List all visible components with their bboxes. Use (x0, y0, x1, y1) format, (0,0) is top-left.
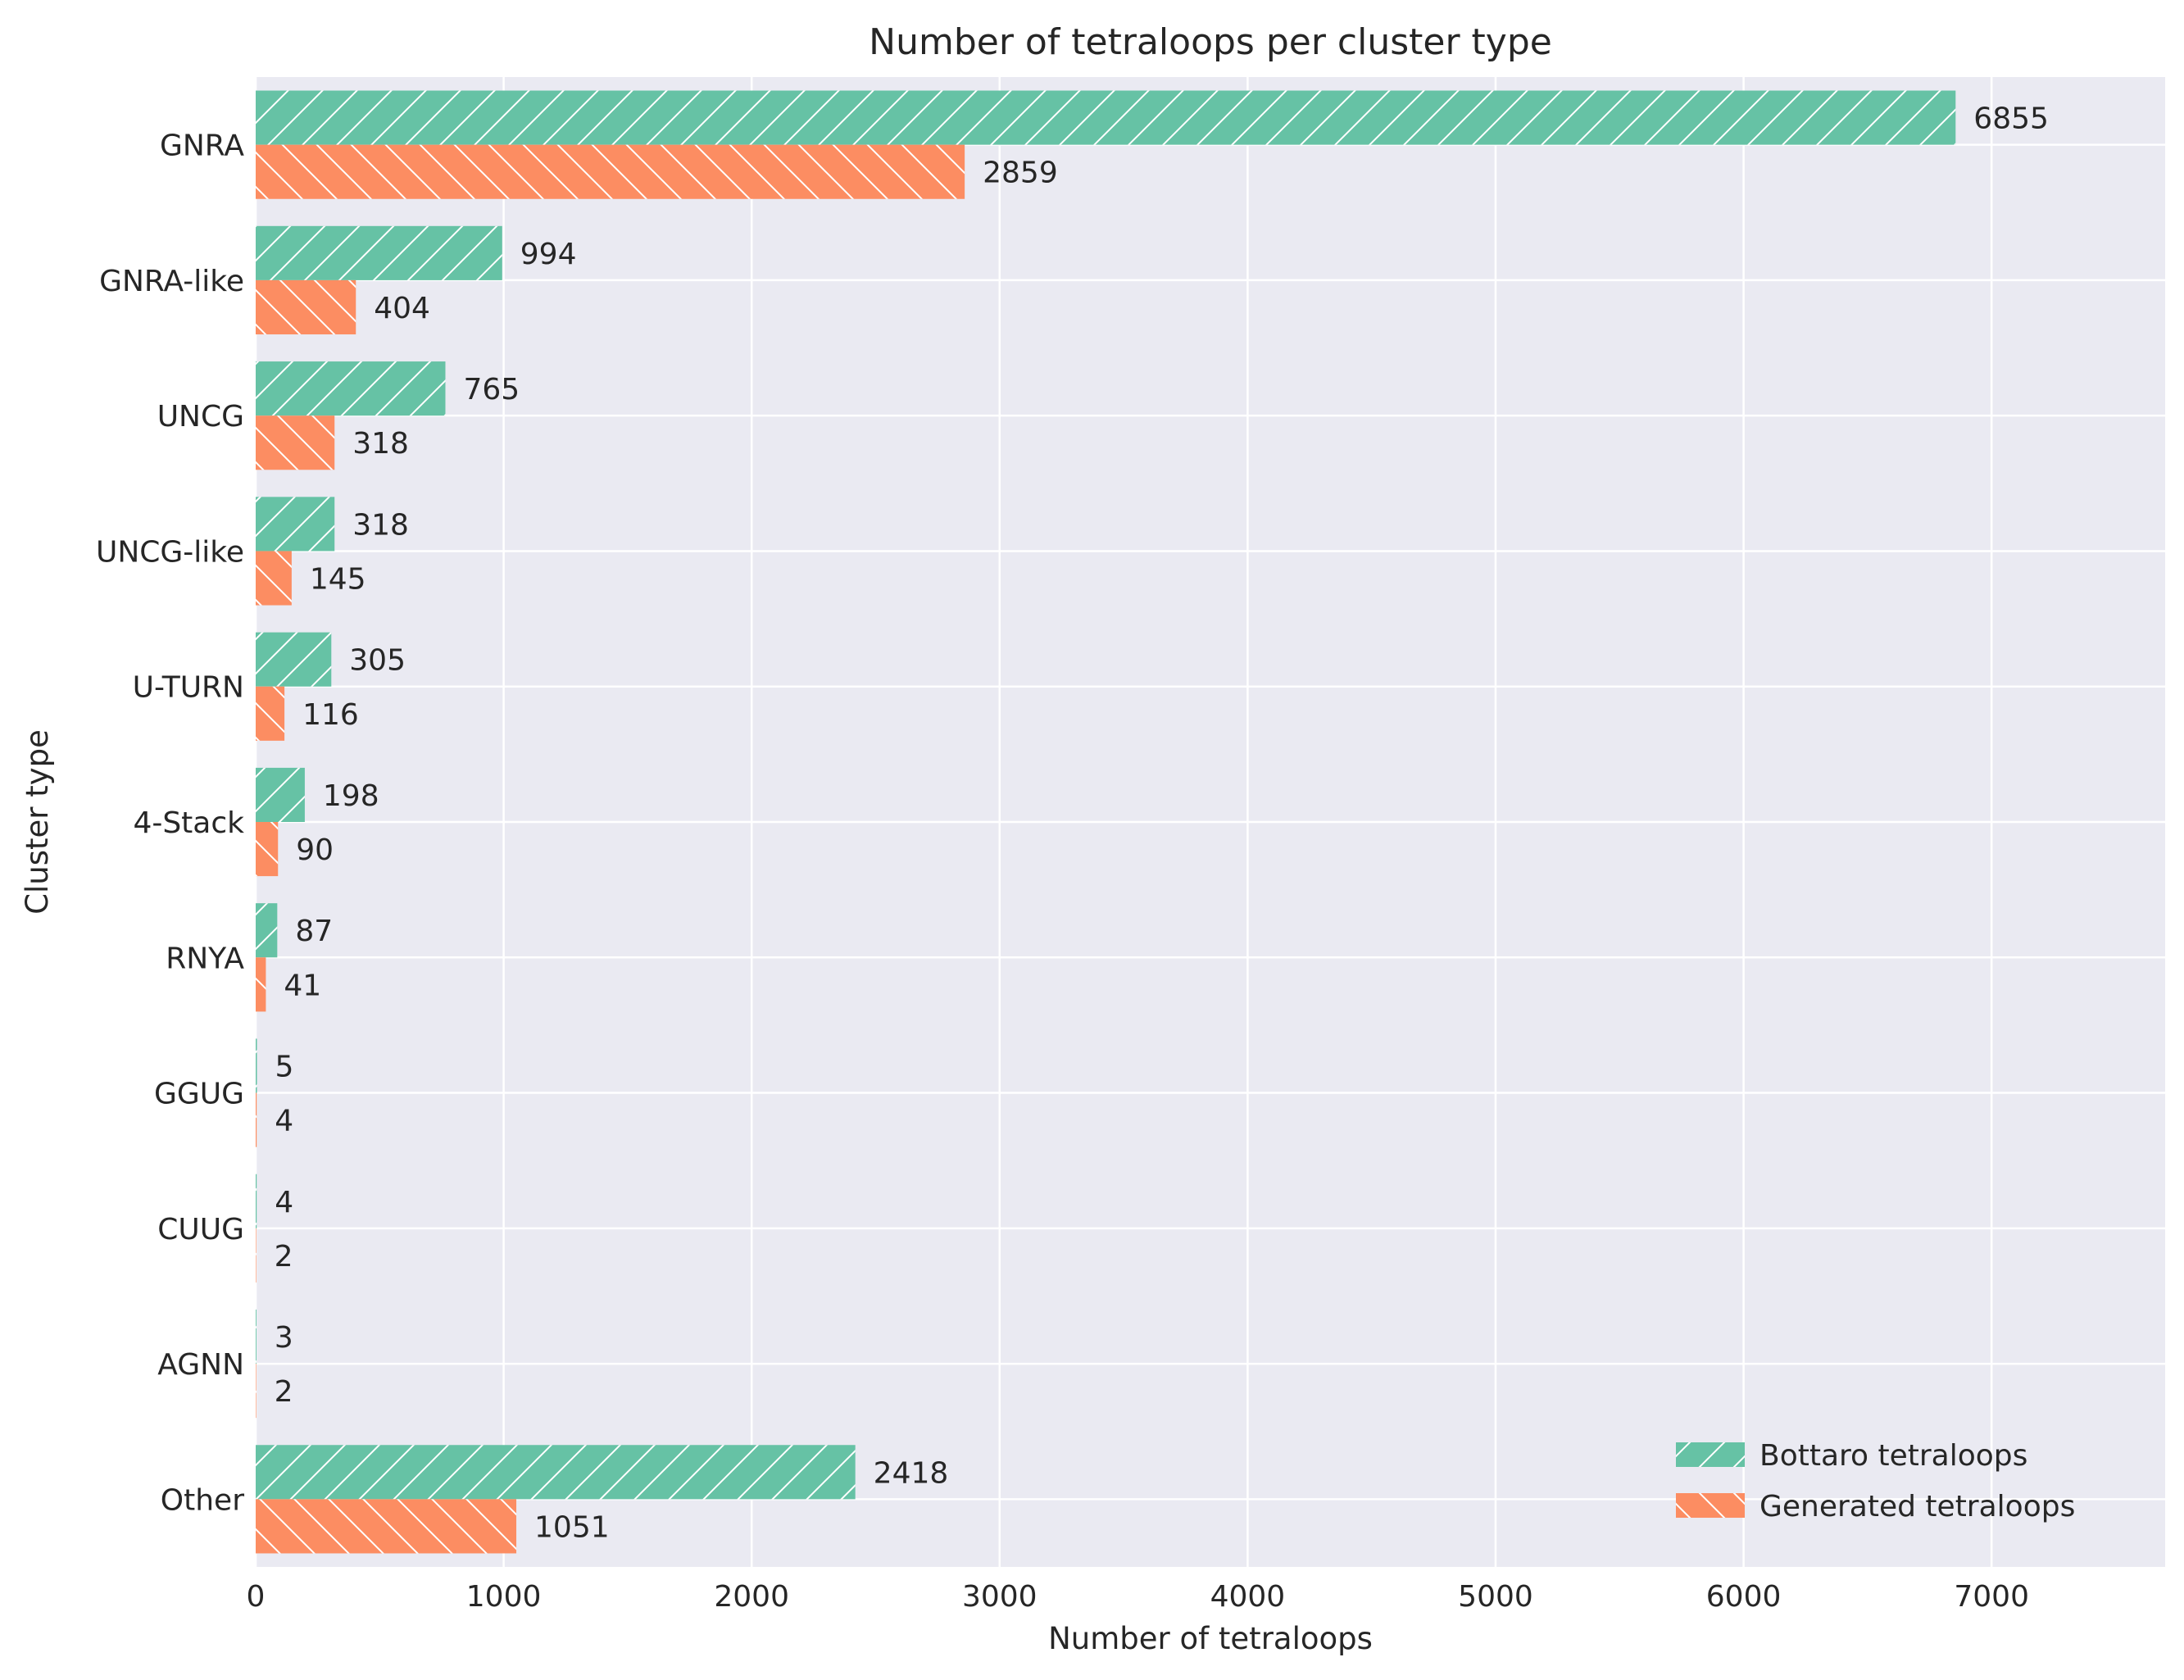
bar-value-label: 318 (352, 427, 409, 461)
x-tick-label: 7000 (1954, 1580, 2029, 1614)
bar-hatch (256, 1364, 257, 1419)
bar-value-label: 305 (349, 644, 406, 678)
x-tick-label: 3000 (962, 1580, 1038, 1614)
y-tick-label: CUUG (157, 1213, 244, 1246)
bars (256, 90, 1956, 1554)
bar-hatch (256, 497, 335, 552)
x-tick-labels: 0 1000 2000 3000 4000 5000 6000 7000 (247, 1580, 2029, 1614)
y-tick-labels: GNRA GNRA-like UNCG UNCG-like U-TURN 4-Stack R… (96, 129, 244, 1518)
bar-value-label: 4 (275, 1186, 293, 1219)
y-tick-label: UNCG-like (96, 535, 244, 569)
bar-hatch (256, 1228, 257, 1283)
legend-swatch-hatch (1676, 1493, 1745, 1518)
bar-value-label: 198 (323, 779, 379, 813)
x-tick-label: 1000 (466, 1580, 542, 1614)
bar-hatch (256, 1174, 257, 1228)
bar-hatch (256, 361, 446, 416)
bar-hatch (256, 279, 356, 335)
x-tick-label: 4000 (1210, 1580, 1286, 1614)
y-tick-label: UNCG (157, 400, 244, 434)
legend-label: Generated tetraloops (1759, 1490, 2075, 1523)
chart-title: Number of tetraloops per cluster type (869, 21, 1552, 63)
bar-hatch (256, 903, 278, 958)
bar-hatch (256, 415, 335, 470)
bar-hatch (256, 144, 965, 199)
x-tick-label: 2000 (714, 1580, 789, 1614)
bar-value-label: 6855 (1973, 102, 2049, 136)
bar-value-label: 5 (275, 1050, 294, 1083)
bar-value-label: 4 (275, 1105, 293, 1138)
legend-swatch-hatch (1676, 1442, 1745, 1467)
y-tick-label: AGNN (157, 1348, 244, 1382)
y-axis-title: Cluster type (20, 729, 55, 915)
y-tick-label: RNYA (166, 942, 244, 975)
bar-value-label: 2 (275, 1240, 293, 1274)
bar-hatch (256, 1499, 517, 1554)
bar-value-label: 90 (296, 833, 334, 867)
bar-value-label: 2418 (874, 1456, 949, 1490)
bar-value-label: 116 (302, 698, 359, 732)
bar-value-label: 2 (275, 1375, 293, 1409)
bar-hatch (256, 1309, 257, 1364)
bar-hatch (256, 822, 279, 877)
y-tick-label: U-TURN (133, 671, 244, 705)
bar-value-label: 765 (463, 373, 520, 406)
bar-hatch (256, 1038, 257, 1093)
bar-value-label: 404 (374, 292, 430, 325)
bar-hatch (256, 957, 266, 1012)
x-tick-label: 5000 (1458, 1580, 1533, 1614)
bar-hatch (256, 1092, 257, 1147)
bar-value-label: 3 (275, 1321, 293, 1355)
y-tick-label: 4-Stack (133, 806, 244, 840)
x-axis-title: Number of tetraloops (1048, 1621, 1373, 1656)
y-tick-label: GGUG (154, 1078, 244, 1111)
bar-value-label: 41 (284, 969, 321, 1002)
bar-hatch (256, 632, 332, 687)
bar-hatch (256, 686, 285, 741)
bar-hatch (256, 551, 292, 606)
y-tick-label: Other (161, 1483, 244, 1517)
bar-hatch (256, 1445, 856, 1500)
bar-value-label: 2859 (983, 157, 1058, 190)
bar-value-label: 145 (310, 563, 366, 597)
bar-hatch (256, 90, 1956, 145)
bar-value-label: 994 (520, 238, 577, 271)
legend: Bottaro tetraloops Generated tetraloops (1676, 1439, 2075, 1523)
legend-label: Bottaro tetraloops (1759, 1439, 2027, 1473)
bar-hatch (256, 767, 305, 822)
bar-value-label: 1051 (534, 1510, 610, 1544)
bar-hatch (256, 225, 502, 280)
y-tick-label: GNRA-like (99, 265, 244, 298)
y-tick-label: GNRA (160, 129, 244, 163)
bar-value-labels: 6855 994 765 318 305 198 87 5 4 3 2418 2859 404 318 14… (275, 102, 2049, 1545)
x-tick-label: 6000 (1706, 1580, 1782, 1614)
x-tick-label: 0 (247, 1580, 266, 1614)
bar-value-label: 87 (295, 915, 333, 948)
bar-value-label: 318 (352, 508, 409, 542)
